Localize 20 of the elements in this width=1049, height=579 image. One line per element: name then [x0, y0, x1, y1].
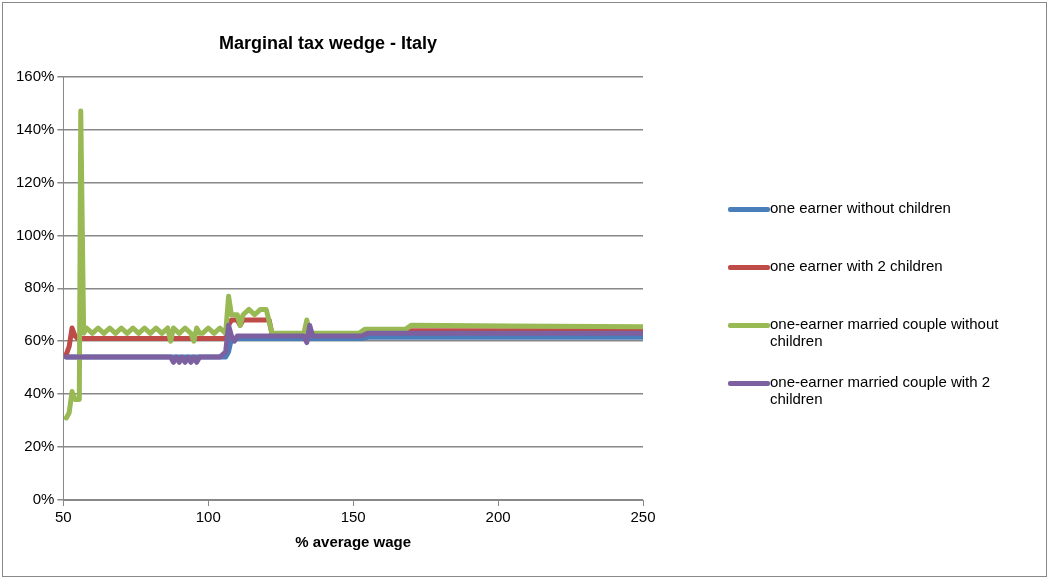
legend-label: one earner with 2 children: [770, 257, 943, 274]
y-tick-label: 0%: [32, 490, 55, 508]
y-tick-label: 80%: [24, 278, 55, 296]
legend-label: one-earner married couple without children: [770, 315, 1000, 349]
y-tick-label: 40%: [24, 384, 55, 402]
x-tick-label: 250: [630, 508, 656, 526]
y-tick-label: 20%: [24, 437, 55, 455]
y-tick-label: 160%: [15, 66, 55, 84]
x-axis-title: % average wage: [295, 533, 412, 551]
x-tick-label: 100: [195, 508, 221, 526]
chart-title: Marginal tax wedge - Italy: [218, 32, 438, 53]
y-tick-label: 100%: [15, 225, 55, 243]
y-tick-label: 60%: [24, 331, 55, 349]
x-tick-label: 50: [55, 508, 72, 526]
legend-label: one-earner married couple with 2 children: [770, 373, 992, 407]
x-tick-label: 150: [340, 508, 366, 526]
y-tick-label: 120%: [15, 172, 55, 190]
y-tick-label: 140%: [15, 119, 55, 137]
x-tick-label: 200: [485, 508, 511, 526]
legend-label: one earner without children: [770, 199, 951, 216]
